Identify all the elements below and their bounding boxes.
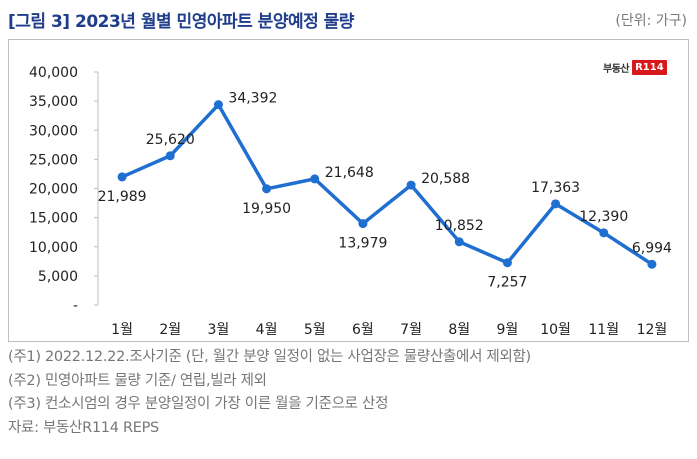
logo-text: 부동산 (603, 63, 630, 75)
data-label: 20,588 (421, 171, 470, 187)
y-tick-label: 10,000 (29, 240, 78, 256)
x-tick-label: 6월 (352, 322, 374, 338)
data-label: 10,852 (435, 218, 484, 234)
data-labels: 21,989 25,620 34,392 19,950 21,648 13,979 20,5… (98, 91, 672, 291)
data-point (406, 180, 416, 190)
y-tick-label: 40,000 (29, 65, 78, 81)
data-point (117, 172, 127, 182)
data-label: 12,390 (579, 209, 628, 225)
data-point (262, 184, 272, 194)
data-point (647, 259, 657, 269)
series-layer (117, 100, 657, 269)
x-tick-label: 7월 (400, 322, 422, 338)
y-tick-label: 35,000 (29, 94, 78, 110)
data-label: 21,989 (98, 189, 147, 205)
data-label: 13,979 (338, 236, 387, 252)
x-tick-label: 9월 (497, 322, 519, 338)
y-tick-label: 5,000 (38, 269, 78, 285)
x-tick-label: 3월 (208, 322, 230, 338)
data-point (310, 174, 320, 184)
unit-label: (단위: 가구) (615, 13, 687, 29)
data-label: 17,363 (531, 180, 580, 196)
y-tick-label: 25,000 (29, 152, 78, 168)
y-tick-label: 15,000 (29, 211, 78, 227)
data-label: 21,648 (325, 165, 374, 181)
footnotes: (주1) 2022.12.22.조사기준 (단, 월간 분양 일정이 없는 사업… (8, 346, 688, 440)
x-tick-label: 5월 (304, 322, 326, 338)
data-point (454, 237, 464, 247)
y-tick-label: 20,000 (29, 182, 78, 198)
data-point (551, 199, 561, 209)
y-axis: - 5,000 10,000 15,000 20,000 25,000 30,000 35,0… (29, 65, 99, 314)
y-tick-label: 30,000 (29, 123, 78, 139)
footnote-3: (주3) 컨소시엄의 경우 분양일정이 가장 이른 월을 기준으로 산정 (8, 396, 389, 412)
data-label: 34,392 (228, 91, 277, 107)
x-tick-label: 12월 (637, 322, 668, 338)
x-tick-label: 4월 (256, 322, 278, 338)
data-point (213, 100, 223, 110)
series-line (121, 102, 653, 266)
logo-badge: R114 (632, 59, 667, 75)
source-note: 자료: 부동산R114 REPS (8, 419, 159, 436)
source-logo: 부동산 R114 (603, 58, 667, 76)
x-tick-label: 10월 (540, 322, 571, 338)
footnote-2: (주2) 민영아파트 물량 기준/ 연립,빌라 제외 (8, 372, 267, 389)
x-axis: 1월 2월 3월 4월 5월 6월 7월 8월 9월 10월 11월 12월 (111, 322, 667, 338)
x-tick-label: 8월 (448, 322, 470, 338)
chart-frame (8, 39, 689, 342)
x-tick-label: 1월 (111, 322, 133, 338)
data-point (502, 258, 512, 268)
y-tick-label: - (73, 298, 78, 314)
data-point (599, 228, 609, 238)
data-label: 7,257 (487, 275, 527, 291)
data-point (358, 219, 368, 229)
data-label: 25,620 (146, 132, 195, 148)
data-label: 19,950 (242, 201, 291, 217)
data-point (165, 151, 175, 161)
x-tick-label: 11월 (588, 322, 619, 338)
footnote-1: (주1) 2022.12.22.조사기준 (단, 월간 분양 일정이 없는 사업… (8, 349, 531, 365)
chart-title: [그림 3] 2023년 월별 민영아파트 분양예정 물량 (8, 12, 354, 32)
x-tick-label: 2월 (159, 322, 181, 338)
data-label: 6,994 (632, 240, 672, 256)
